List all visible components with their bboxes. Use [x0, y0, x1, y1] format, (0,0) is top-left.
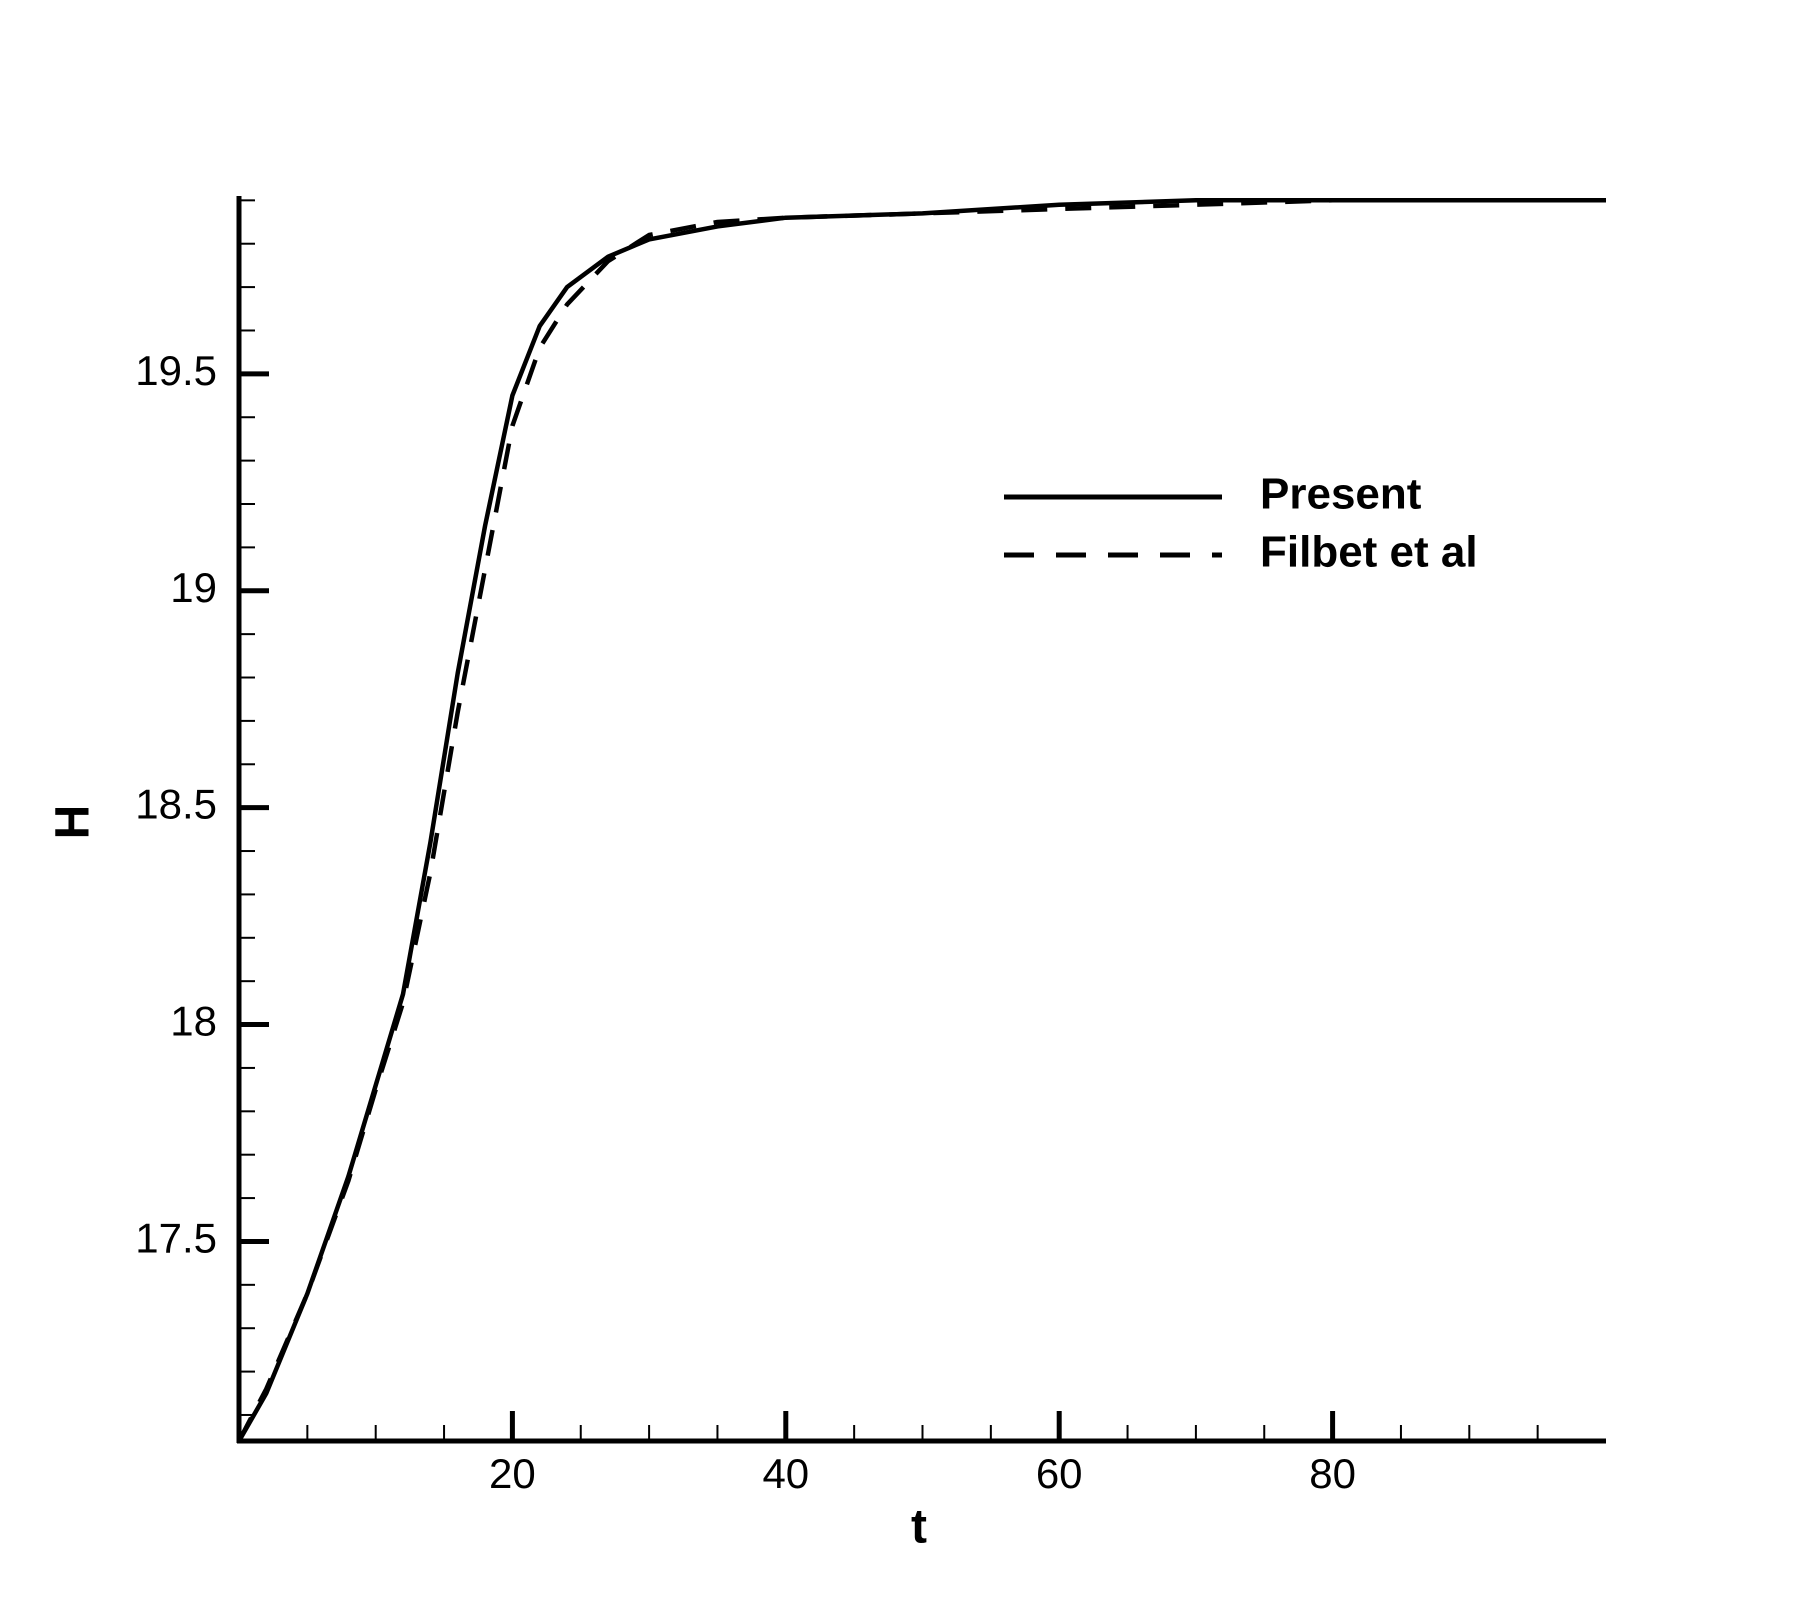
y-tick-label: 17.5: [135, 1215, 217, 1262]
x-tick-label: 20: [489, 1450, 536, 1497]
y-axis-label: H: [47, 805, 100, 840]
legend-label: Present: [1260, 470, 1422, 519]
x-tick-label: 80: [1309, 1450, 1356, 1497]
legend-label: Filbet et al: [1260, 528, 1478, 577]
y-tick-label: 18: [170, 998, 217, 1045]
y-tick-label: 19.5: [135, 347, 217, 394]
y-tick-label: 18.5: [135, 781, 217, 828]
x-tick-label: 40: [762, 1450, 809, 1497]
series-line: [237, 198, 1606, 1443]
x-axis-label: t: [911, 1501, 927, 1554]
x-tick-label: 60: [1036, 1450, 1083, 1497]
y-tick-label: 19: [170, 564, 217, 611]
series-line: [237, 198, 1606, 1443]
